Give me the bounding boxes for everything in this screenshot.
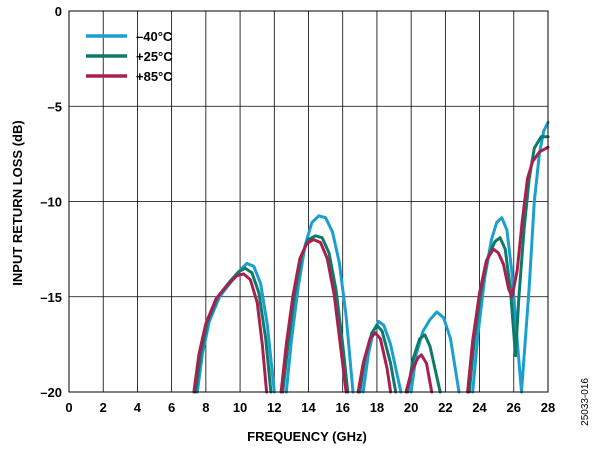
y-tick-label: –20 — [40, 385, 62, 400]
x-tick-label: 10 — [233, 400, 247, 415]
series-line-1 — [281, 234, 350, 394]
x-tick-label: 24 — [472, 400, 487, 415]
x-tick-label: 20 — [404, 400, 418, 415]
series-line-0 — [409, 310, 461, 394]
tick-labels: 0 2 4 6 8 10 12 14 16 18 20 22 24 26 280–5–10–15–20 — [40, 4, 555, 415]
series-line-2 — [356, 331, 393, 394]
x-tick-label: 18 — [370, 400, 384, 415]
series-line-0 — [471, 120, 550, 394]
y-tick-label: –5 — [48, 99, 62, 114]
series-line-2 — [466, 145, 550, 394]
x-tick-label: 6 — [168, 400, 175, 415]
x-axis-title: FREQUENCY (GHz) — [247, 429, 367, 444]
y-tick-label: 0 — [55, 4, 62, 19]
series-line-1 — [406, 333, 442, 394]
plot-frame — [68, 10, 549, 393]
x-tick-label: 16 — [335, 400, 349, 415]
y-tick-label: –15 — [40, 290, 62, 305]
series-line-0 — [361, 320, 403, 394]
legend: –40°C +25°C +85°C — [86, 29, 173, 84]
x-tick-label: 14 — [301, 400, 316, 415]
series-line-2 — [404, 353, 434, 394]
legend-label: +25°C — [136, 49, 173, 64]
x-tick-label: 28 — [541, 400, 555, 415]
series-line-0 — [284, 214, 355, 394]
legend-label: +85°C — [136, 69, 173, 84]
x-tick-label: 2 — [100, 400, 107, 415]
x-tick-label: 22 — [438, 400, 452, 415]
legend-label: –40°C — [136, 29, 173, 44]
x-tick-label: 26 — [507, 400, 521, 415]
y-tick-label: –10 — [40, 195, 62, 210]
series-line-2 — [279, 238, 348, 394]
series-layer — [192, 120, 550, 394]
y-axis-title: INPUT RETURN LOSS (dB) — [10, 120, 25, 285]
figure-id: 25033-016 — [580, 378, 591, 426]
x-tick-label: 12 — [267, 400, 281, 415]
x-tick-label: 0 — [65, 400, 72, 415]
x-tick-label: 4 — [134, 400, 142, 415]
series-line-2 — [192, 272, 269, 394]
x-tick-label: 8 — [202, 400, 209, 415]
